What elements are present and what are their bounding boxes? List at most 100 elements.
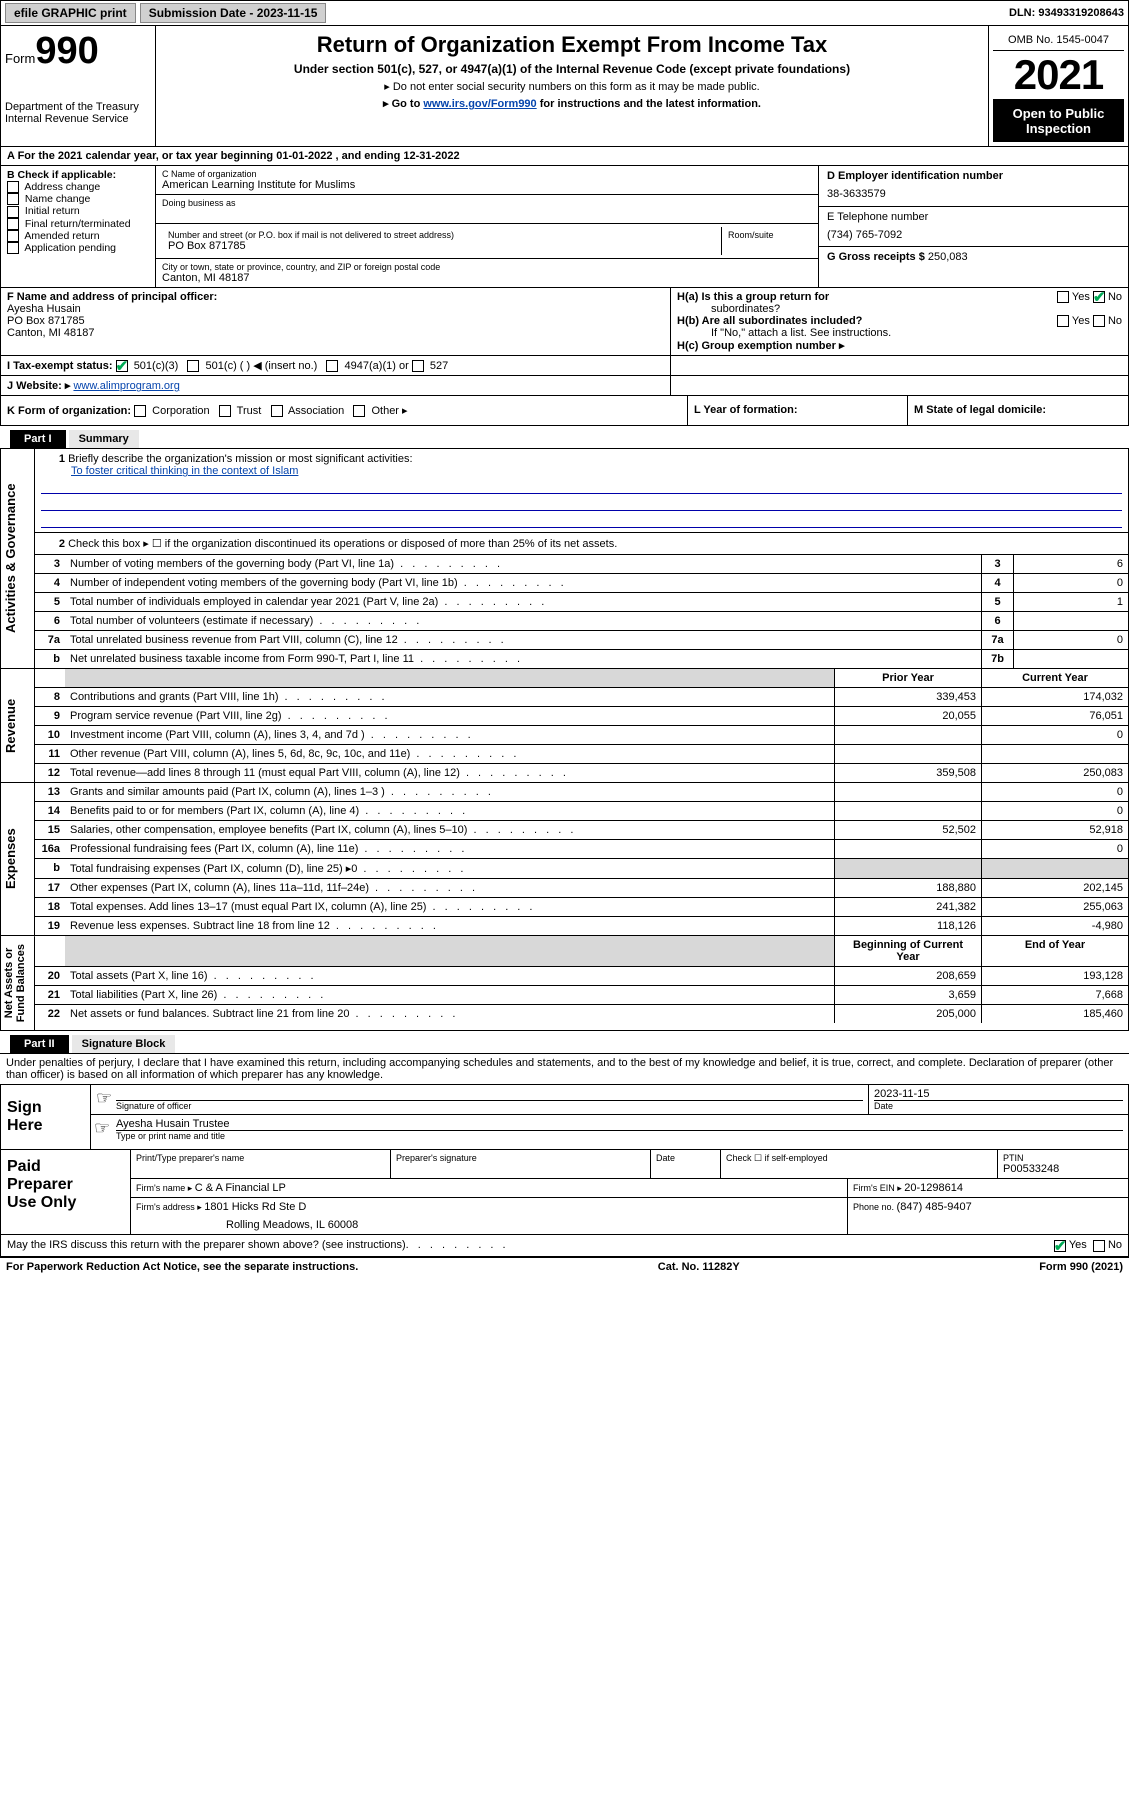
period-label-a: A For the 2021 calendar year, or tax yea… (7, 150, 276, 162)
527-checkbox[interactable] (412, 360, 424, 372)
summary-line: 10Investment income (Part VIII, column (… (35, 726, 1128, 745)
k-checkbox[interactable] (353, 405, 365, 417)
b-checkbox[interactable] (7, 193, 19, 205)
prep-sig-hdr: Preparer's signature (391, 1150, 651, 1178)
prep-name-hdr: Print/Type preparer's name (131, 1150, 391, 1178)
hb-yes-checkbox[interactable] (1057, 315, 1069, 327)
hb-no-checkbox[interactable] (1093, 315, 1105, 327)
prep-date-hdr: Date (651, 1150, 721, 1178)
l-label: L Year of formation: (694, 404, 798, 416)
discuss-yes-checkbox[interactable] (1054, 1240, 1066, 1252)
b-label: B Check if applicable: (7, 169, 149, 181)
summary-line: 14Benefits paid to or for members (Part … (35, 802, 1128, 821)
ha-label2: subordinates? (677, 303, 1122, 315)
tax-period-line: A For the 2021 calendar year, or tax yea… (0, 147, 1129, 166)
501c3-checkbox[interactable] (116, 360, 128, 372)
irs-link[interactable]: www.irs.gov/Form990 (423, 98, 536, 110)
4947-checkbox[interactable] (326, 360, 338, 372)
org-name: American Learning Institute for Muslims (162, 179, 812, 191)
b-checkbox[interactable] (7, 218, 19, 230)
self-employed-check: Check ☐ if self-employed (721, 1150, 998, 1178)
501c-checkbox[interactable] (187, 360, 199, 372)
mission-text[interactable]: To foster critical thinking in the conte… (71, 465, 298, 477)
part2-title: Signature Block (72, 1035, 176, 1053)
discuss-yes: Yes (1069, 1239, 1087, 1251)
paperwork-notice: For Paperwork Reduction Act Notice, see … (6, 1261, 358, 1273)
phone-label: E Telephone number (827, 211, 1120, 223)
section-klm: K Form of organization: Corporation Trus… (0, 396, 1129, 426)
form-no-big: 990 (35, 30, 98, 72)
discuss-no-checkbox[interactable] (1093, 1240, 1105, 1252)
discuss-label: May the IRS discuss this return with the… (7, 1239, 406, 1251)
firm-name: C & A Financial LP (195, 1182, 286, 1194)
dln: DLN: 93493319208643 (1009, 7, 1124, 19)
hb-note: If "No," attach a list. See instructions… (677, 327, 1122, 339)
hb-label: H(b) Are all subordinates included? (677, 315, 862, 327)
discuss-no: No (1108, 1239, 1122, 1251)
website-link[interactable]: www.alimprogram.org (73, 380, 179, 392)
summary-line: 4Number of independent voting members of… (35, 574, 1128, 593)
summary-line: 7aTotal unrelated business revenue from … (35, 631, 1128, 650)
sig-of-officer-label: Signature of officer (116, 1100, 863, 1111)
opt-4947: 4947(a)(1) or (345, 360, 409, 372)
summary-line: 15Salaries, other compensation, employee… (35, 821, 1128, 840)
m-label: M State of legal domicile: (914, 404, 1046, 416)
b-option: Amended return (7, 230, 149, 242)
summary-line: 12Total revenue—add lines 8 through 11 (… (35, 764, 1128, 782)
governance-vlabel: Activities & Governance (1, 449, 35, 668)
form-title: Return of Organization Exempt From Incom… (160, 32, 984, 58)
line1-label: Briefly describe the organization's miss… (68, 453, 412, 465)
opt-501c3: 501(c)(3) (134, 360, 179, 372)
public-line1: Open to Public (995, 106, 1122, 121)
form-number: Form990 (5, 30, 151, 73)
preparer-section: Paid Preparer Use Only Print/Type prepar… (1, 1150, 1128, 1235)
firm-ein: 20-1298614 (904, 1182, 963, 1194)
firm-addr-label: Firm's address ▸ (136, 1202, 204, 1212)
page-footer: For Paperwork Reduction Act Notice, see … (0, 1258, 1129, 1276)
yes-label2: Yes (1072, 315, 1090, 327)
k-checkbox[interactable] (271, 405, 283, 417)
ha-no-checkbox[interactable] (1093, 291, 1105, 303)
b-checkbox[interactable] (7, 181, 19, 193)
gross-label: G Gross receipts $ (827, 251, 928, 263)
instr2-pre: ▸ Go to (383, 98, 423, 110)
b-checkbox[interactable] (7, 242, 19, 254)
opt-527: 527 (430, 360, 448, 372)
summary-line: 3Number of voting members of the governi… (35, 555, 1128, 574)
opt-501c: 501(c) ( ) ◀ (insert no.) (206, 360, 318, 372)
dba-label: Doing business as (162, 198, 812, 208)
summary-line: 13Grants and similar amounts paid (Part … (35, 783, 1128, 802)
summary-line: 16aProfessional fundraising fees (Part I… (35, 840, 1128, 859)
period-end: 12-31-2022 (403, 150, 459, 162)
ha-yes-checkbox[interactable] (1057, 291, 1069, 303)
b-checkbox[interactable] (7, 230, 19, 242)
yes-label: Yes (1072, 291, 1090, 303)
officer-addr1: PO Box 871785 (7, 315, 664, 327)
dln-value: 93493319208643 (1038, 7, 1124, 19)
summary-line: bNet unrelated business taxable income f… (35, 650, 1128, 668)
expenses-block: Expenses 13Grants and similar amounts pa… (0, 783, 1129, 936)
b-checkbox[interactable] (7, 206, 19, 218)
h-b-row: H(b) Are all subordinates included? Yes … (677, 315, 1122, 327)
section-f-h: F Name and address of principal officer:… (0, 288, 1129, 356)
b-option: Address change (7, 181, 149, 193)
address: PO Box 871785 (168, 240, 715, 252)
k-checkbox[interactable] (219, 405, 231, 417)
efile-print-button[interactable]: efile GRAPHIC print (5, 3, 136, 23)
j-label: J Website: ▸ (7, 380, 73, 392)
firm-name-label: Firm's name ▸ (136, 1183, 195, 1193)
date-label: Date (874, 1100, 1123, 1111)
summary-line: 5Total number of individuals employed in… (35, 593, 1128, 612)
summary-line: 18Total expenses. Add lines 13–17 (must … (35, 898, 1128, 917)
no-label2: No (1108, 315, 1122, 327)
form-subtitle: Under section 501(c), 527, or 4947(a)(1)… (160, 62, 984, 76)
type-name-label: Type or print name and title (116, 1130, 1123, 1141)
summary-line: 11Other revenue (Part VIII, column (A), … (35, 745, 1128, 764)
k-checkbox[interactable] (134, 405, 146, 417)
period-begin: 01-01-2022 (276, 150, 332, 162)
part-1-header: Part I Summary (0, 430, 1129, 449)
submission-date-box: Submission Date - 2023-11-15 (140, 3, 327, 23)
part2-badge: Part II (10, 1035, 69, 1053)
period-label-b: , and ending (332, 150, 403, 162)
ptin-label: PTIN (1003, 1153, 1123, 1163)
